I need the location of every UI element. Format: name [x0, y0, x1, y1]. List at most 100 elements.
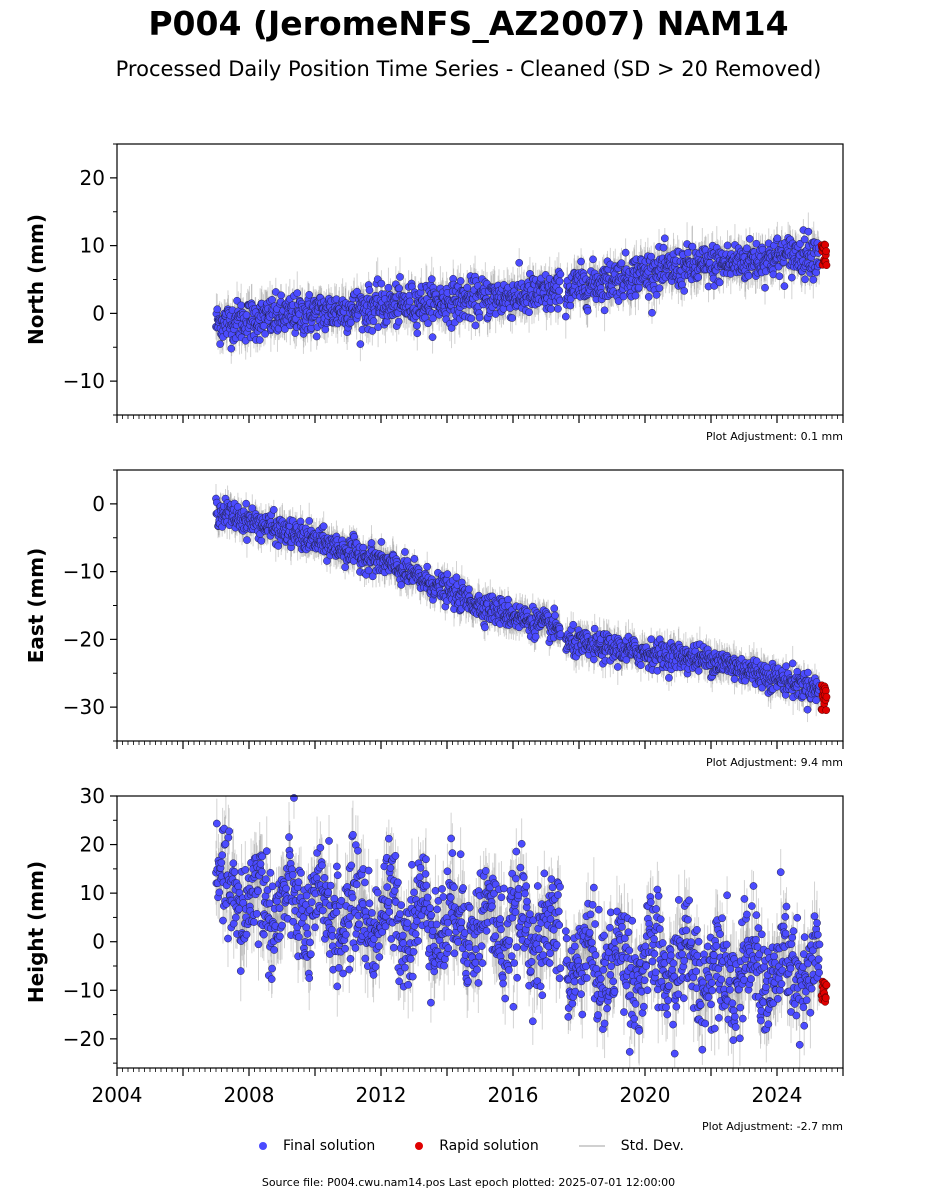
final-point — [780, 282, 789, 290]
final-point — [424, 319, 432, 328]
chart-subtitle: Processed Daily Position Time Series - C… — [115, 57, 822, 81]
final-point — [680, 287, 689, 295]
final-point — [634, 283, 643, 292]
final-point — [577, 257, 585, 266]
final-point — [227, 344, 236, 353]
final-point — [237, 301, 246, 310]
final-point — [395, 284, 403, 293]
final-point — [715, 278, 724, 287]
final-point — [660, 234, 669, 243]
y-tick-label: 0 — [92, 301, 105, 325]
final-point — [775, 272, 784, 281]
final-point — [619, 292, 628, 301]
final-point — [305, 290, 314, 299]
final-point — [788, 273, 796, 282]
final-point — [644, 293, 653, 301]
y-tick-label: 10 — [80, 234, 105, 258]
final-point — [555, 277, 564, 286]
final-point — [353, 287, 361, 296]
final-point — [809, 275, 818, 284]
final-point — [369, 317, 378, 326]
final-point — [745, 235, 754, 243]
final-point — [804, 227, 813, 236]
final-point — [261, 329, 269, 338]
final-point — [359, 543, 368, 552]
final-point — [365, 286, 374, 295]
final-point — [377, 279, 386, 288]
rapid-point — [822, 247, 831, 256]
final-point — [600, 306, 609, 315]
final-point — [617, 259, 626, 268]
y-axis-label: North (mm) — [24, 214, 48, 345]
final-point — [761, 283, 769, 292]
final-point — [463, 283, 472, 292]
final-point — [255, 336, 264, 344]
final-point — [394, 317, 403, 326]
final-point — [631, 291, 640, 300]
final-point — [293, 289, 302, 297]
chart-title: P004 (JeromeNFS_AZ2007) NAM14 — [148, 4, 789, 43]
final-point — [216, 340, 224, 348]
plot-adjustment-label: Plot Adjustment: 0.1 mm — [706, 430, 843, 443]
final-point — [312, 332, 321, 341]
final-point — [257, 536, 266, 545]
final-point — [555, 286, 564, 295]
final-point — [269, 505, 278, 514]
final-point — [305, 517, 314, 525]
final-point — [341, 563, 349, 572]
final-point — [356, 340, 365, 348]
final-point — [547, 305, 555, 313]
final-point — [413, 321, 421, 330]
final-point — [554, 304, 562, 313]
final-point — [242, 499, 250, 508]
final-point — [475, 313, 484, 322]
final-point — [566, 301, 575, 310]
final-point — [243, 536, 251, 544]
final-point — [321, 325, 330, 334]
final-point — [401, 548, 409, 556]
y-tick-label: −10 — [63, 369, 105, 393]
final-point — [684, 248, 692, 257]
final-point — [556, 270, 565, 279]
y-tick-label: 20 — [80, 166, 105, 190]
final-point — [800, 235, 809, 244]
final-point — [659, 243, 668, 252]
final-point — [396, 273, 404, 281]
final-point — [427, 275, 436, 283]
final-point — [377, 538, 386, 546]
final-point — [413, 329, 422, 338]
final-point — [655, 284, 664, 292]
final-point — [678, 280, 686, 289]
final-point — [652, 291, 661, 299]
final-point — [648, 308, 656, 317]
final-point — [744, 271, 753, 280]
final-point — [743, 244, 751, 253]
final-point — [456, 277, 465, 285]
final-point — [688, 242, 697, 251]
final-point — [614, 297, 623, 305]
final-point — [515, 258, 524, 267]
final-point — [367, 539, 376, 547]
final-point — [213, 305, 222, 314]
final-point — [801, 275, 809, 284]
final-point — [723, 241, 732, 250]
final-point — [525, 308, 533, 317]
final-point — [647, 252, 656, 261]
final-point — [561, 312, 570, 321]
final-point — [368, 327, 377, 335]
final-point — [471, 321, 480, 330]
final-point — [429, 314, 437, 323]
final-point — [428, 333, 437, 341]
final-point — [589, 255, 597, 264]
final-point — [508, 314, 517, 322]
final-point — [621, 248, 630, 257]
final-point — [694, 273, 703, 282]
final-point — [319, 522, 328, 531]
final-point — [583, 306, 592, 315]
final-point — [277, 291, 286, 300]
rapid-point — [822, 261, 831, 270]
final-point — [467, 314, 476, 323]
final-point — [281, 325, 289, 333]
final-point — [242, 311, 251, 319]
